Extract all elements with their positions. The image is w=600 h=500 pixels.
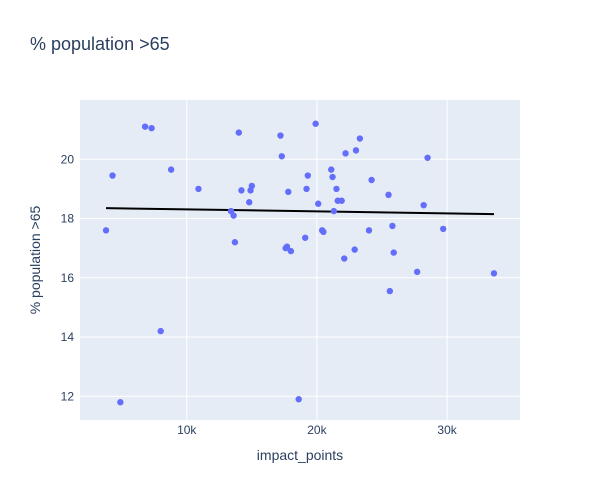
data-point xyxy=(351,246,358,253)
x-tick-label: 30k xyxy=(437,423,457,437)
data-point xyxy=(157,327,164,335)
data-point xyxy=(386,287,394,295)
y-tick-label: 12 xyxy=(61,389,75,403)
chart-title: % population >65 xyxy=(30,34,170,54)
data-point xyxy=(490,270,498,277)
data-point xyxy=(328,166,335,173)
trendline xyxy=(106,207,494,216)
data-point xyxy=(295,396,302,403)
data-point xyxy=(302,234,309,241)
data-point xyxy=(238,187,245,194)
data-point xyxy=(390,249,397,256)
data-points xyxy=(102,120,498,406)
x-tick-label: 20k xyxy=(307,423,327,437)
data-point xyxy=(342,150,349,157)
grid-lines xyxy=(80,100,520,420)
data-point xyxy=(385,191,392,199)
data-point xyxy=(312,120,319,127)
trendline-layer xyxy=(106,207,494,216)
data-point xyxy=(195,185,202,193)
data-point xyxy=(109,172,116,179)
data-point xyxy=(315,200,322,207)
x-axis-title: impact_points xyxy=(257,447,343,463)
data-point xyxy=(330,207,338,215)
y-tick-label: 14 xyxy=(61,330,75,344)
data-point xyxy=(329,173,336,181)
data-point xyxy=(141,123,149,130)
data-point xyxy=(356,135,364,142)
data-point xyxy=(352,147,360,154)
data-point xyxy=(333,185,340,193)
data-point xyxy=(277,132,284,139)
y-tick-label: 18 xyxy=(61,212,75,226)
data-point xyxy=(283,243,291,250)
data-point xyxy=(341,255,348,262)
data-point xyxy=(439,225,447,233)
data-point xyxy=(235,129,243,136)
data-point xyxy=(389,222,396,230)
data-point xyxy=(420,201,427,209)
plot-area xyxy=(80,100,520,420)
data-point xyxy=(285,188,292,196)
data-point xyxy=(413,268,421,276)
data-point xyxy=(148,124,155,132)
data-point xyxy=(424,154,431,161)
data-point xyxy=(368,176,375,184)
data-point xyxy=(102,227,110,234)
x-tick-label: 10k xyxy=(177,423,197,437)
data-point xyxy=(304,172,312,179)
data-point xyxy=(278,153,285,160)
data-point xyxy=(230,212,237,219)
data-point xyxy=(167,166,175,173)
data-point xyxy=(287,247,295,255)
data-point xyxy=(246,199,253,206)
data-point xyxy=(320,228,327,236)
data-point xyxy=(248,182,256,190)
data-point xyxy=(231,239,239,246)
data-point xyxy=(303,185,310,193)
data-point xyxy=(117,399,124,406)
data-point xyxy=(338,197,345,204)
data-point xyxy=(365,227,373,234)
y-axis-title: % population >65 xyxy=(27,205,43,314)
tick-labels: 10k 20k 30k 12 14 16 18 20 xyxy=(61,152,458,437)
y-tick-label: 16 xyxy=(61,271,75,285)
y-tick-label: 20 xyxy=(61,152,75,166)
